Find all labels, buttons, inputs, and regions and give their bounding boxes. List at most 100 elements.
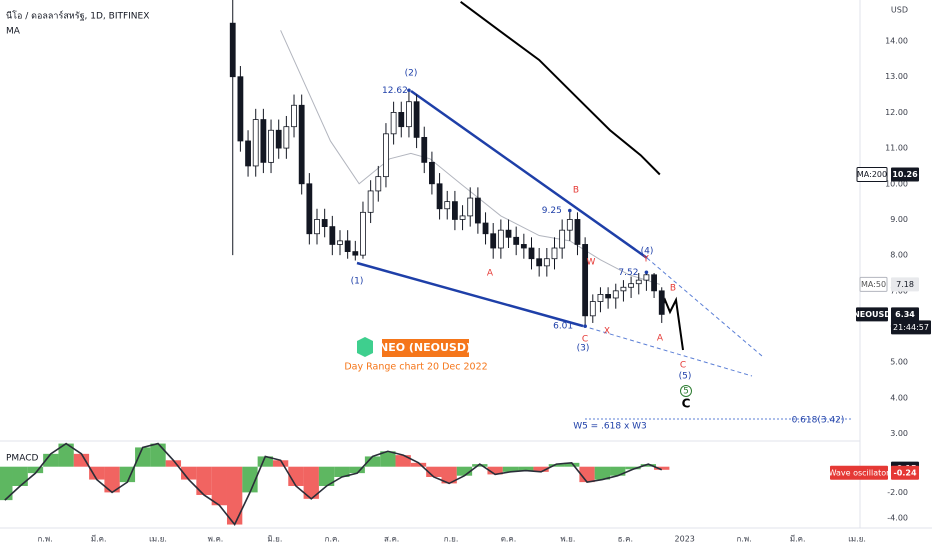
candle-body — [658, 290, 665, 315]
trend-extension — [582, 325, 753, 377]
wave-label: A — [657, 334, 664, 344]
y-tick-label: 8.00 — [890, 251, 908, 260]
y-tick-label: 4.00 — [890, 393, 908, 402]
histogram-bar — [0, 466, 13, 501]
wave-label: (5) — [679, 372, 692, 382]
candle-body — [390, 112, 397, 135]
histogram-bar — [12, 466, 28, 486]
logo-icon — [357, 337, 373, 357]
histogram-bar — [533, 466, 549, 472]
axis-unit: USD — [891, 6, 908, 15]
wave-label: 5 — [683, 387, 689, 397]
histogram-bar — [318, 466, 335, 486]
wave-label: C — [682, 397, 691, 411]
ma-marker-name: MA:200 — [857, 170, 887, 179]
histogram-bar — [564, 462, 580, 467]
candle-body — [436, 183, 443, 210]
y-tick-label: -4.00 — [887, 514, 908, 523]
candle-body — [314, 219, 320, 235]
ma-marker-value: 7.18 — [896, 280, 914, 289]
candle-body — [375, 176, 382, 192]
candle-body — [260, 119, 267, 163]
candle-body — [421, 136, 428, 163]
candle-body — [505, 229, 512, 238]
histogram-bar — [349, 466, 365, 474]
logo-caption: Day Range chart 20 Dec 2022 — [344, 362, 487, 373]
candle-body — [635, 279, 642, 285]
candle-body — [252, 119, 259, 167]
wave-label: B — [670, 284, 676, 294]
candle-body — [643, 274, 650, 281]
wave-label: (3) — [577, 344, 590, 354]
candle-body — [482, 222, 489, 235]
candle-body — [474, 197, 481, 224]
histogram-bar — [135, 447, 151, 467]
histogram-bar — [395, 455, 411, 467]
histogram-bar — [104, 466, 120, 493]
macd-title: PMACD — [6, 454, 38, 464]
logo-box — [382, 339, 469, 357]
wave-label: (4) — [641, 247, 654, 257]
candle-body — [321, 219, 328, 228]
price-point — [407, 88, 411, 93]
candle-body — [574, 219, 581, 245]
candle-body — [383, 133, 389, 178]
histogram-bar — [410, 462, 427, 467]
histogram-bar — [58, 443, 74, 467]
wave-label: (2) — [405, 69, 418, 79]
histogram-bar — [364, 456, 381, 467]
histogram-bar — [242, 466, 258, 493]
ma-line — [280, 30, 660, 285]
x-tick-label: ต.ค. — [501, 535, 517, 544]
candle-body — [360, 211, 366, 256]
y-tick-label: 12.00 — [885, 108, 908, 117]
histogram-bar — [211, 466, 227, 506]
histogram-bar — [502, 466, 519, 472]
candle-body — [337, 240, 343, 245]
candle-body — [497, 229, 504, 249]
candle-body — [467, 197, 474, 217]
ma-marker-value-box — [891, 167, 919, 182]
candle-body — [283, 126, 290, 149]
ma-marker-name-box — [859, 276, 888, 292]
symbol-marker-box — [856, 307, 888, 322]
candle-body — [651, 274, 657, 292]
wave-label: 0.618(3.42) — [792, 416, 845, 426]
histogram-bar — [625, 466, 641, 470]
histogram-bar — [272, 460, 289, 467]
candle-body — [589, 301, 596, 317]
x-tick-label: มี.ค. — [91, 535, 107, 544]
candle-body — [413, 101, 420, 138]
symbol-marker: NEOUSD — [853, 310, 891, 319]
histogram-bar — [487, 466, 503, 475]
candle-body — [268, 129, 274, 163]
histogram-bar — [548, 464, 565, 467]
histogram-bar — [257, 456, 273, 467]
y-tick-label: 13.00 — [885, 72, 908, 81]
candle-body — [237, 76, 244, 142]
x-tick-label: เม.ย. — [848, 535, 866, 544]
price-point — [583, 324, 587, 328]
x-tick-label: ธ.ค. — [618, 535, 633, 544]
x-tick-label: พ.ย. — [560, 535, 575, 544]
chart-title: นีโอ / ดอลลาร์สหรัฐ, 1D, BITFINEX — [6, 10, 149, 22]
wave-label: (1) — [351, 277, 364, 287]
histogram-bar — [654, 466, 670, 470]
wave-label: A — [487, 269, 494, 279]
candle-body — [559, 229, 566, 249]
candle-body — [536, 258, 543, 267]
wave-label: W — [587, 258, 596, 268]
y-tick-label: 10.00 — [885, 179, 908, 188]
wave-label: Y — [642, 255, 649, 265]
histogram-bar — [43, 453, 59, 467]
price-marker: 6.34 — [895, 310, 915, 319]
price-label: 9.25 — [542, 206, 562, 216]
histogram-bar — [288, 466, 304, 486]
candle-body — [520, 244, 527, 249]
candle-body — [306, 183, 313, 235]
y-tick-label: 5.00 — [890, 358, 908, 367]
candle-body — [367, 190, 374, 213]
x-tick-label: ก.ค. — [325, 535, 340, 544]
candle-body — [229, 22, 236, 78]
